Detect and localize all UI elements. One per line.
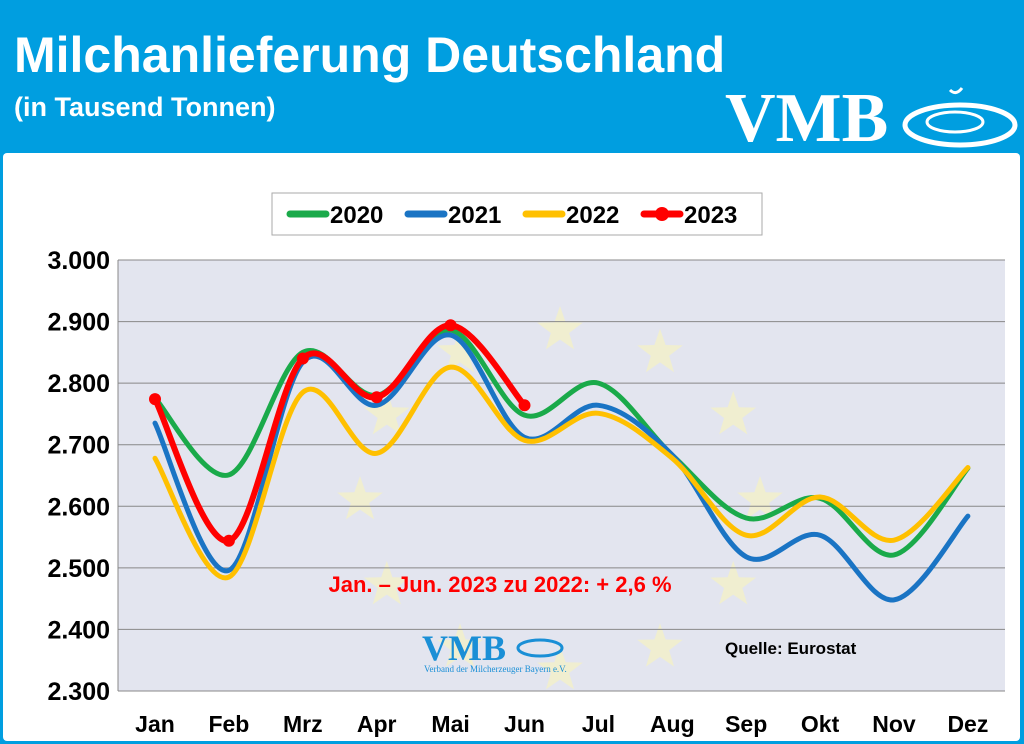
- legend-marker: [655, 207, 669, 221]
- y-tick-label: 2.400: [47, 616, 110, 644]
- x-tick-label: Jan: [135, 711, 175, 737]
- y-tick-label: 3.000: [47, 247, 110, 275]
- data-point-2023: [370, 391, 383, 404]
- watermark-logo: VMB: [422, 628, 506, 668]
- legend-label: 2023: [684, 202, 737, 229]
- vmb-logo-swirl-icon: [902, 87, 1018, 148]
- y-tick-label: 2.700: [47, 432, 110, 460]
- eu-star-icon: [437, 328, 483, 373]
- y-tick-label: 2.600: [47, 493, 110, 521]
- eu-star-icon: [710, 561, 757, 605]
- page-subtitle: (in Tausend Tonnen): [14, 92, 276, 122]
- x-tick-label: Mai: [431, 711, 469, 737]
- watermark-swirl-icon: [516, 638, 564, 658]
- x-tick-label: Sep: [725, 711, 767, 737]
- page-title: Milchanlieferung Deutschland: [14, 27, 726, 83]
- eu-star-icon: [710, 391, 757, 435]
- data-point-2023: [149, 393, 161, 406]
- y-tick-label: 2.500: [47, 555, 110, 583]
- x-tick-label: Okt: [801, 711, 840, 737]
- legend-label: 2022: [566, 202, 619, 229]
- x-tick-label: Apr: [357, 711, 397, 737]
- y-tick-label: 2.900: [47, 309, 110, 337]
- series-line-2021: [152, 332, 971, 603]
- x-tick-label: Dez: [947, 711, 988, 737]
- legend-label: 2021: [448, 202, 501, 229]
- eu-star-icon: [537, 306, 583, 350]
- x-tick-label: Aug: [650, 711, 695, 737]
- series-line-2022: [152, 364, 971, 581]
- x-tick-label: Jun: [504, 711, 545, 737]
- watermark-text: Verband der Milcherzeuger Bayern e.V.: [424, 664, 567, 674]
- data-point-2023: [222, 534, 235, 547]
- y-tick-label: 2.800: [47, 370, 110, 398]
- x-tick-label: Nov: [872, 711, 916, 737]
- eu-star-icon: [537, 646, 583, 690]
- eu-star-icon: [337, 476, 383, 520]
- data-point-2023: [444, 319, 457, 332]
- x-tick-label: Jul: [582, 711, 615, 737]
- y-tick-label: 2.300: [47, 678, 110, 706]
- eu-star-icon: [363, 391, 410, 435]
- legend-label: 2020: [330, 202, 383, 229]
- vmb-logo: VMB: [725, 80, 889, 157]
- eu-star-icon: [437, 623, 483, 667]
- header: Milchanlieferung Deutschland (in Tausend…: [0, 0, 1024, 154]
- data-point-2023: [518, 399, 531, 412]
- data-point-2023: [296, 352, 309, 365]
- eu-star-icon: [637, 623, 683, 667]
- annotation: Jan. – Jun. 2023 zu 2022: + 2,6 %: [328, 572, 671, 597]
- eu-star-icon: [637, 328, 683, 373]
- x-tick-label: Feb: [208, 711, 249, 737]
- x-tick-label: Mrz: [283, 711, 323, 737]
- source-label: Quelle: Eurostat: [725, 639, 857, 658]
- eu-star-icon: [737, 476, 783, 520]
- eu-star-icon: [363, 561, 410, 605]
